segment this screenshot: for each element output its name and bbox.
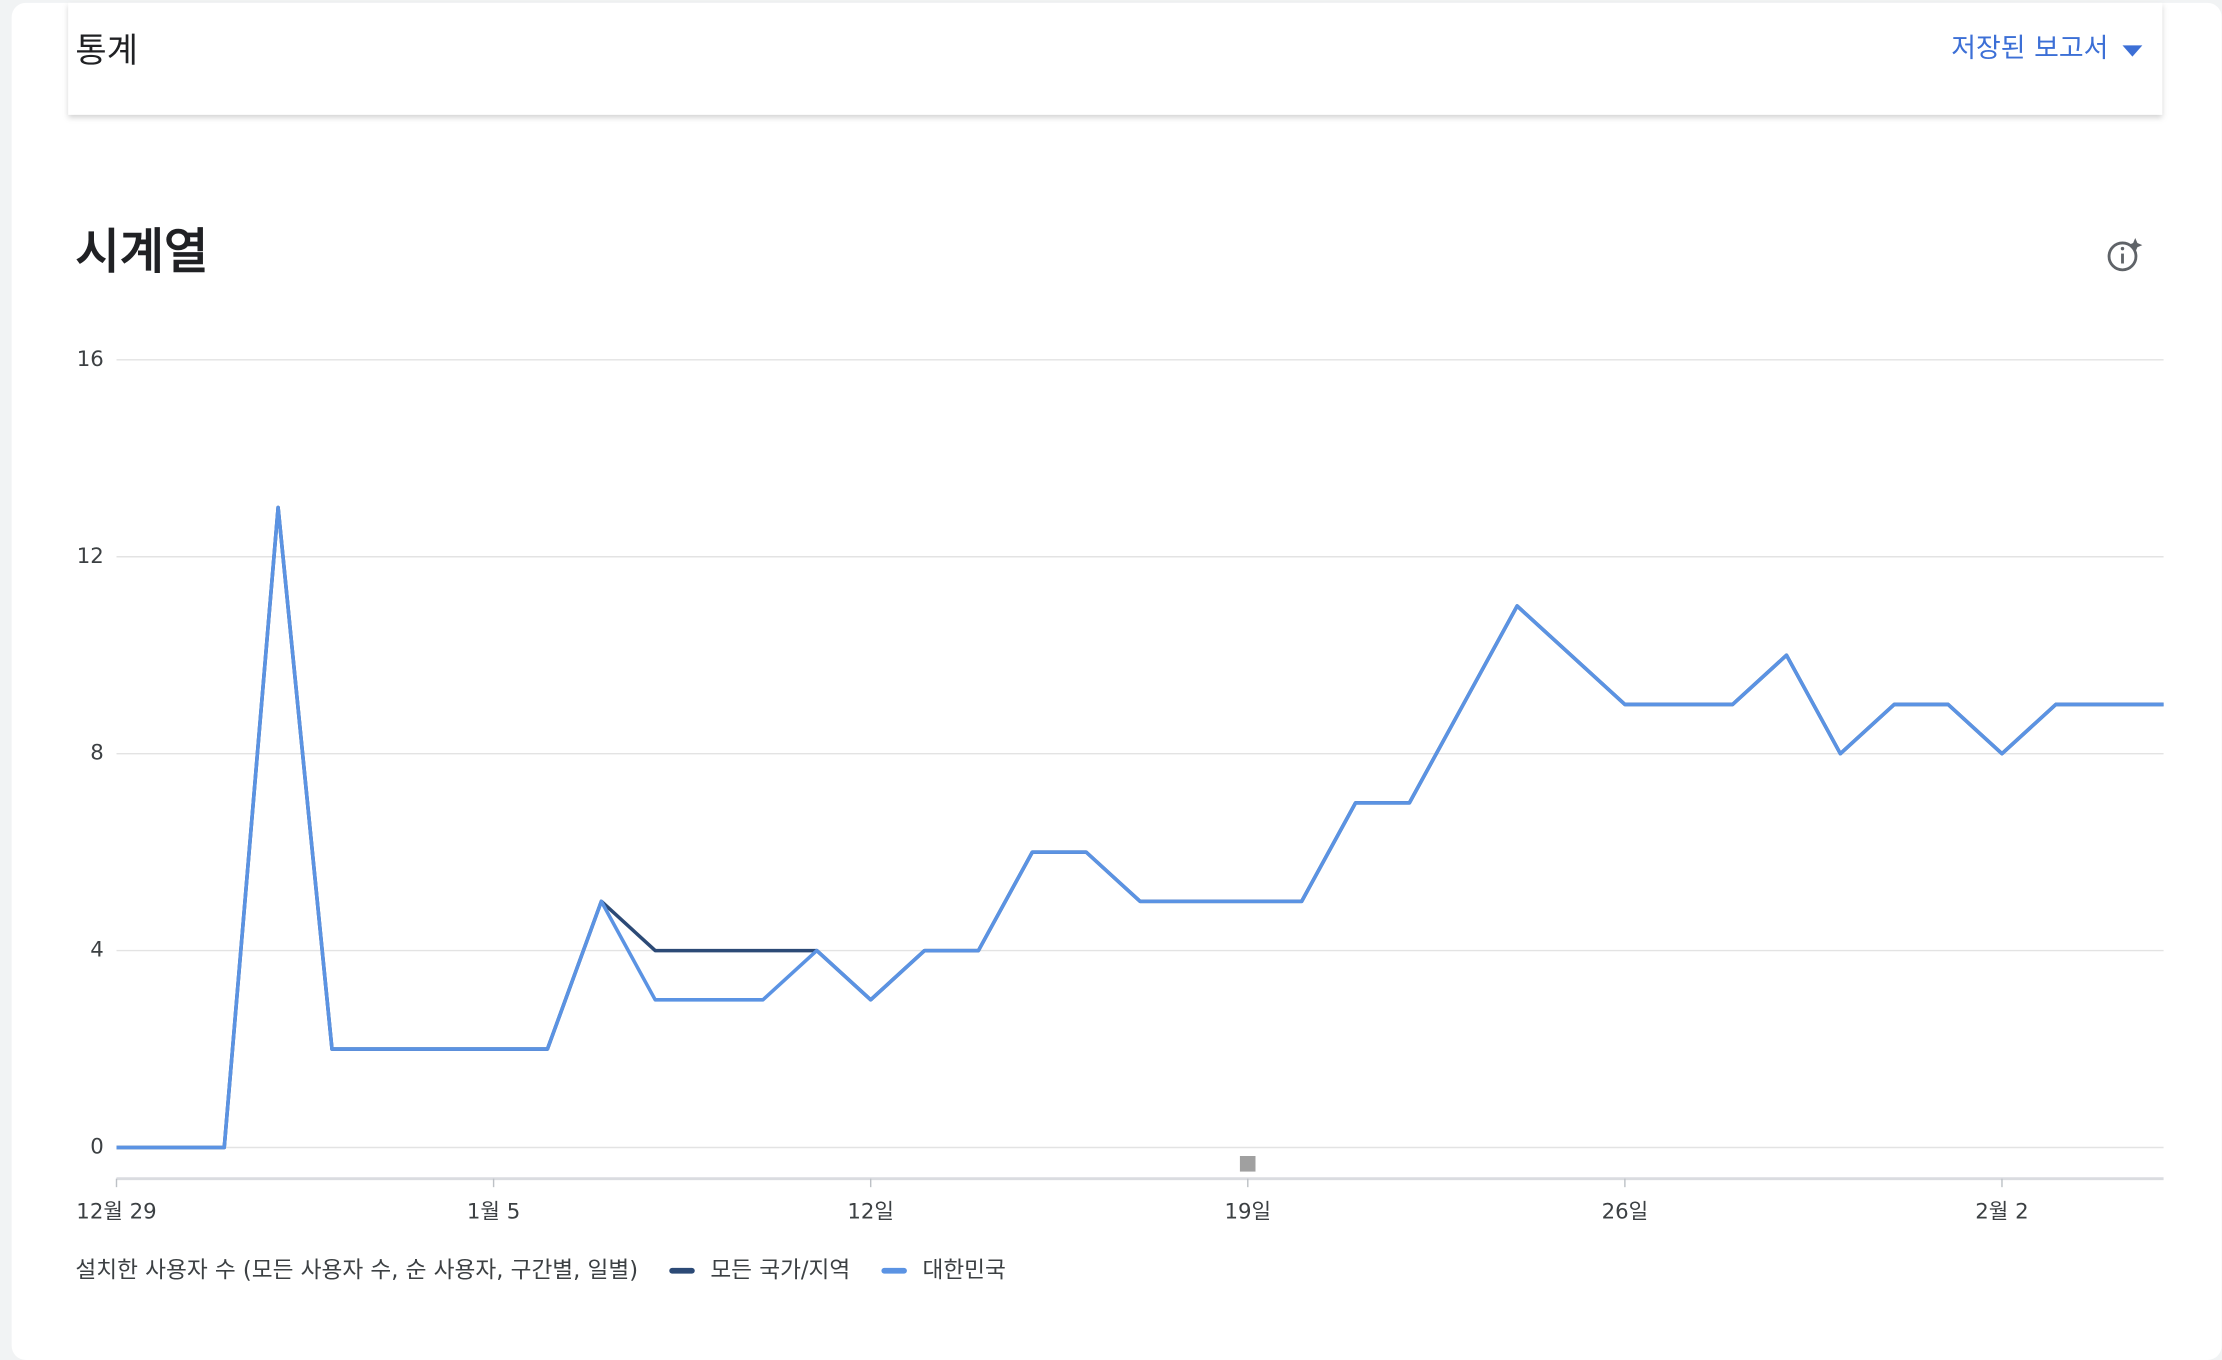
x-tick-label: 26일 xyxy=(1602,1200,1649,1225)
x-tick-label: 12월 29 xyxy=(76,1200,156,1225)
x-tick-label: 12일 xyxy=(847,1200,894,1225)
y-tick-label: 8 xyxy=(90,741,104,766)
y-tick-label: 0 xyxy=(90,1135,104,1160)
y-tick-label: 4 xyxy=(90,938,104,963)
x-tick-label: 1월 5 xyxy=(467,1200,520,1225)
y-tick-label: 16 xyxy=(77,347,104,372)
legend-title: 설치한 사용자 수 (모든 사용자 수, 순 사용자, 구간별, 일별) xyxy=(75,1257,638,1283)
x-tick-label: 2월 2 xyxy=(1975,1200,2028,1225)
series-line xyxy=(116,505,2164,1150)
y-tick-label: 12 xyxy=(77,544,104,569)
header-bar xyxy=(68,2,2163,115)
dropdown-arrow[interactable] xyxy=(2122,45,2143,57)
saved-reports-button[interactable]: 저장된 보고서 xyxy=(1951,33,2108,64)
chart-title: 시계열 xyxy=(75,224,208,280)
card xyxy=(11,2,2222,1360)
annotation-marker[interactable] xyxy=(1239,1156,1256,1172)
legend-label: 대한민국 xyxy=(922,1257,1005,1283)
page-title: 통계 xyxy=(75,31,138,71)
legend-label: 모든 국가/지역 xyxy=(710,1257,850,1283)
x-tick-label: 19일 xyxy=(1224,1200,1271,1225)
plot: 0 4 8 12 16 12월 29 1월 5 12일 19일 26일 2월 2 설치한 사용자 수 … xyxy=(75,347,2164,1283)
insight-icon[interactable] xyxy=(2107,238,2143,272)
